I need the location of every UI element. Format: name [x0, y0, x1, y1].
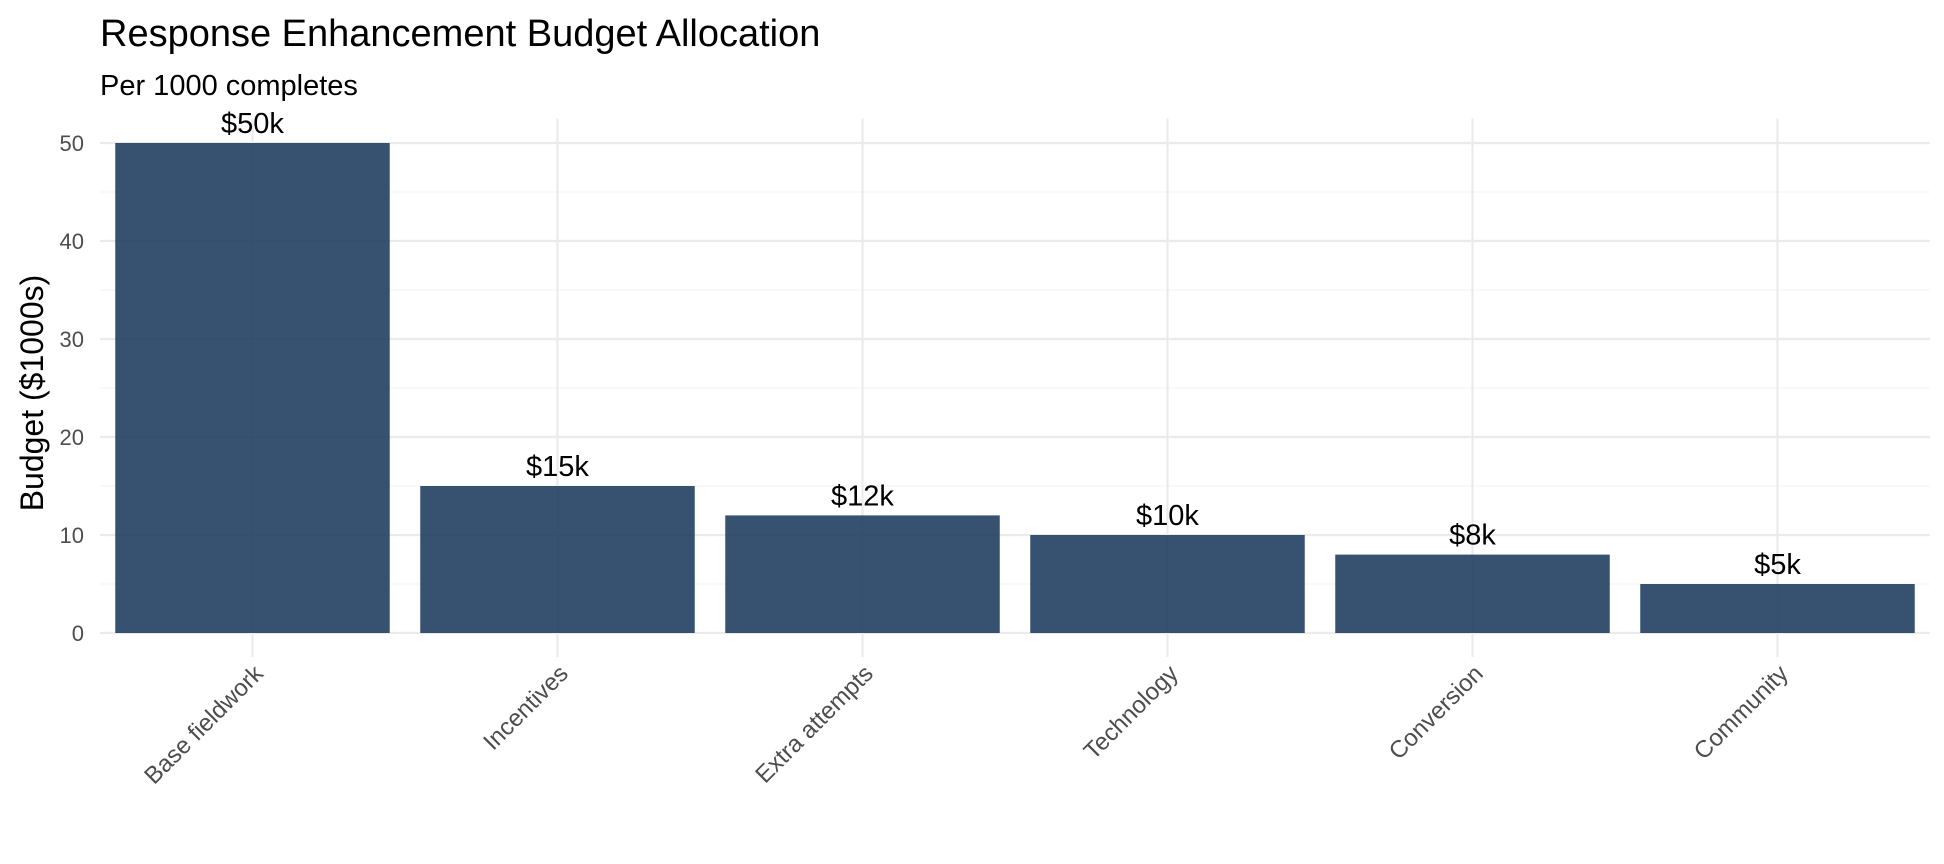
x-tick-label: Base fieldwork	[139, 659, 269, 789]
y-axis-label: Budget ($1000s)	[14, 275, 50, 512]
bar-value-label: $12k	[831, 480, 894, 512]
x-tick-label: Extra attempts	[750, 660, 879, 789]
bar	[1030, 535, 1305, 633]
y-tick-label: 0	[72, 621, 84, 646]
bar	[420, 486, 695, 633]
bar	[1640, 584, 1915, 633]
chart-title: Response Enhancement Budget Allocation	[100, 13, 820, 55]
y-tick-label: 10	[60, 523, 84, 548]
data-labels: $50k $15k $12k $10k $8k $5k	[221, 108, 1801, 581]
bar-value-label: $5k	[1754, 549, 1801, 581]
bar	[1335, 554, 1610, 633]
y-tick-label: 20	[60, 425, 84, 450]
bar-value-label: $8k	[1449, 520, 1496, 552]
bar	[115, 143, 390, 633]
y-tick-label: 30	[60, 327, 84, 352]
bars	[115, 143, 1915, 633]
x-tick-label: Technology	[1079, 660, 1184, 765]
y-axis-ticks: 0 10 20 30 40 50	[60, 131, 84, 646]
x-axis-ticks: Base fieldwork Incentives Extra attempts Te…	[139, 659, 1793, 789]
chart-subtitle: Per 1000 completes	[100, 70, 358, 102]
x-tick-label: Incentives	[478, 660, 574, 756]
bar-value-label: $50k	[221, 108, 284, 140]
bar	[725, 515, 1000, 633]
bar-value-label: $15k	[526, 451, 589, 483]
y-tick-label: 40	[60, 229, 84, 254]
x-tick-label: Community	[1689, 660, 1794, 765]
bar-value-label: $10k	[1136, 500, 1199, 532]
x-tick-label: Conversion	[1384, 660, 1489, 765]
y-tick-label: 50	[60, 131, 84, 156]
